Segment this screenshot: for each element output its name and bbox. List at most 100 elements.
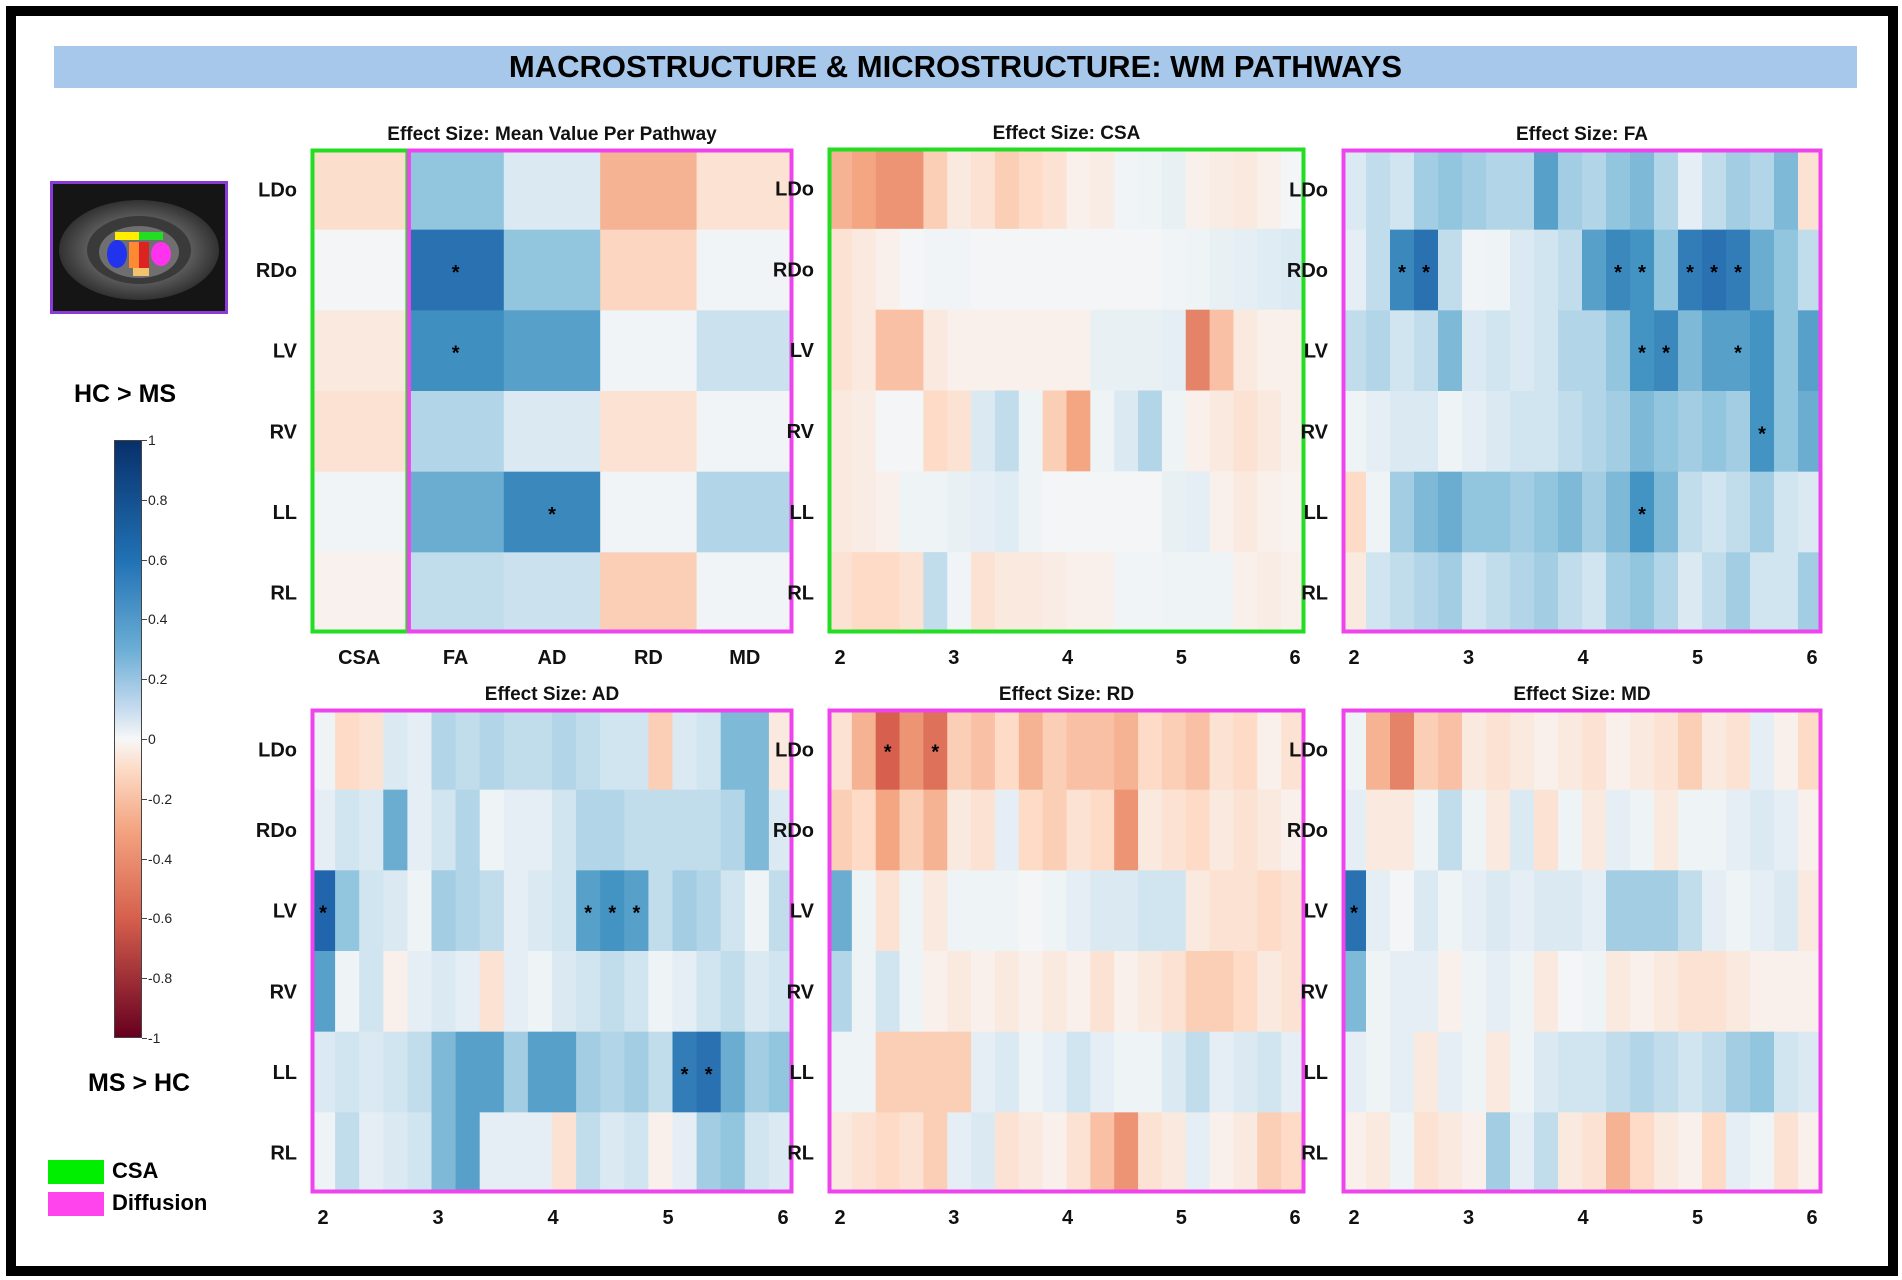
heatmap-cell: [1342, 709, 1367, 791]
heatmap-cell: [971, 471, 996, 553]
heatmap-cell: [696, 391, 794, 473]
heatmap-cell: [1018, 390, 1044, 472]
x-tick-label: 2: [317, 1207, 328, 1229]
heatmap-cell: [311, 310, 408, 392]
x-tick-label: 5: [1692, 1207, 1703, 1229]
heatmap-cell: [503, 229, 601, 311]
heatmap-cell: [1438, 870, 1463, 952]
heatmap-panel-1: Effect Size: CSA LDo RDo LV RV LL RL 2 3 4 5 6: [773, 123, 1306, 669]
heatmap-cell: [1185, 1112, 1211, 1194]
heatmap-cell: [1702, 870, 1727, 952]
heatmap-cell: [359, 951, 384, 1033]
heatmap-cell: [672, 789, 698, 871]
heatmap-cell: [552, 951, 577, 1033]
significance-star: *: [1734, 343, 1742, 365]
heatmap-cell: [576, 709, 601, 791]
heatmap-cell: [1161, 471, 1187, 553]
heatmap-cell: [431, 789, 457, 871]
heatmap-cell: [1185, 390, 1211, 472]
heatmap-cell: [994, 1031, 1020, 1113]
heatmap-cell: [1185, 951, 1211, 1033]
heatmap-cell: [1018, 709, 1044, 791]
heatmap-cell: [1486, 149, 1511, 231]
page-title: MACROSTRUCTURE & MICROSTRUCTURE: WM PATH…: [54, 46, 1857, 88]
heatmap-cell: [1534, 471, 1559, 553]
heatmap-cell: [311, 789, 336, 871]
x-tick-label: 4: [1062, 647, 1074, 669]
heatmap-cell: [971, 870, 996, 952]
heatmap-cell: [1066, 552, 1091, 634]
heatmap-cell: [1138, 309, 1163, 391]
heatmap-cell: [1654, 870, 1679, 952]
heatmap-cell: [899, 471, 924, 553]
heatmap-cell: [1438, 709, 1463, 791]
panel-title: Effect Size: FA: [1516, 124, 1648, 145]
heatmap-cell: [947, 789, 972, 871]
heatmap-cell: [359, 709, 384, 791]
heatmap-cell: [311, 552, 408, 634]
heatmap-cell: [527, 1112, 553, 1194]
heatmap-cell: [899, 951, 924, 1033]
legend-swatch-csa: [48, 1160, 104, 1184]
heatmap-cell: [828, 309, 853, 391]
row-label: LL: [790, 502, 814, 524]
heatmap-cell: [971, 951, 996, 1033]
heatmap-cell: [1582, 552, 1607, 634]
heatmap-cell: [1726, 951, 1751, 1033]
heatmap-cell: [744, 709, 770, 791]
heatmap-cell: [1774, 552, 1799, 634]
heatmap-cell: [1090, 789, 1115, 871]
heatmap-cell: [1438, 789, 1463, 871]
heatmap-cell: [1209, 228, 1234, 311]
column-label: MD: [729, 647, 760, 669]
heatmap-cell: [431, 1112, 457, 1194]
heatmap-cell: [624, 789, 649, 871]
heatmap-cell: [1750, 1031, 1775, 1113]
heatmap-cell: [923, 148, 948, 230]
row-label: RV: [270, 421, 298, 443]
row-label: RDo: [256, 820, 297, 842]
heatmap-cell: [1066, 870, 1091, 952]
heatmap-cell: [1209, 552, 1234, 634]
heatmap-cell: [851, 309, 877, 391]
significance-star: *: [452, 262, 460, 284]
heatmap-cell: [1726, 552, 1751, 634]
row-label: LL: [1304, 502, 1328, 524]
heatmap-cell: [1342, 951, 1367, 1033]
heatmap-cell: [455, 870, 481, 952]
heatmap-cell: [1042, 870, 1067, 952]
row-label: RDo: [1287, 820, 1328, 842]
heatmap-cell: [1750, 149, 1775, 231]
heatmap-cell: [971, 148, 996, 230]
heatmap-cell: [1510, 229, 1535, 311]
heatmap-cell: [1257, 870, 1282, 952]
significance-star: *: [608, 903, 616, 925]
diffusion-border: [406, 148, 794, 634]
heatmap-cell: [479, 789, 505, 871]
heatmap-cell: [971, 228, 996, 311]
heatmap-cell: [1702, 552, 1727, 634]
heatmap-cell: [431, 709, 457, 791]
heatmap-cell: [1702, 1031, 1727, 1113]
heatmap-cell: [1678, 1112, 1703, 1194]
heatmap-cell: [696, 552, 794, 634]
x-tick-label: 2: [1348, 647, 1359, 669]
heatmap-cell: [994, 390, 1020, 472]
heatmap-cell: [1209, 789, 1234, 871]
significance-star: *: [1422, 262, 1430, 284]
heatmap-cell: [1114, 390, 1139, 472]
heatmap-cell: [1342, 149, 1367, 231]
heatmap-cell: [1342, 1112, 1367, 1194]
panel-border: [310, 708, 794, 1194]
heatmap-cell: [1090, 709, 1115, 791]
heatmap-cell: [696, 229, 794, 311]
heatmap-cell: [720, 870, 746, 952]
significance-star: *: [584, 903, 592, 925]
row-label: LDo: [1289, 179, 1328, 201]
heatmap-cell: [1774, 1112, 1799, 1194]
x-tick-label: 3: [1463, 647, 1474, 669]
heatmap-cell: [744, 789, 770, 871]
heatmap-cell: [1161, 870, 1187, 952]
x-tick-label: 5: [1176, 647, 1187, 669]
mri-pathways-image: [53, 184, 225, 311]
